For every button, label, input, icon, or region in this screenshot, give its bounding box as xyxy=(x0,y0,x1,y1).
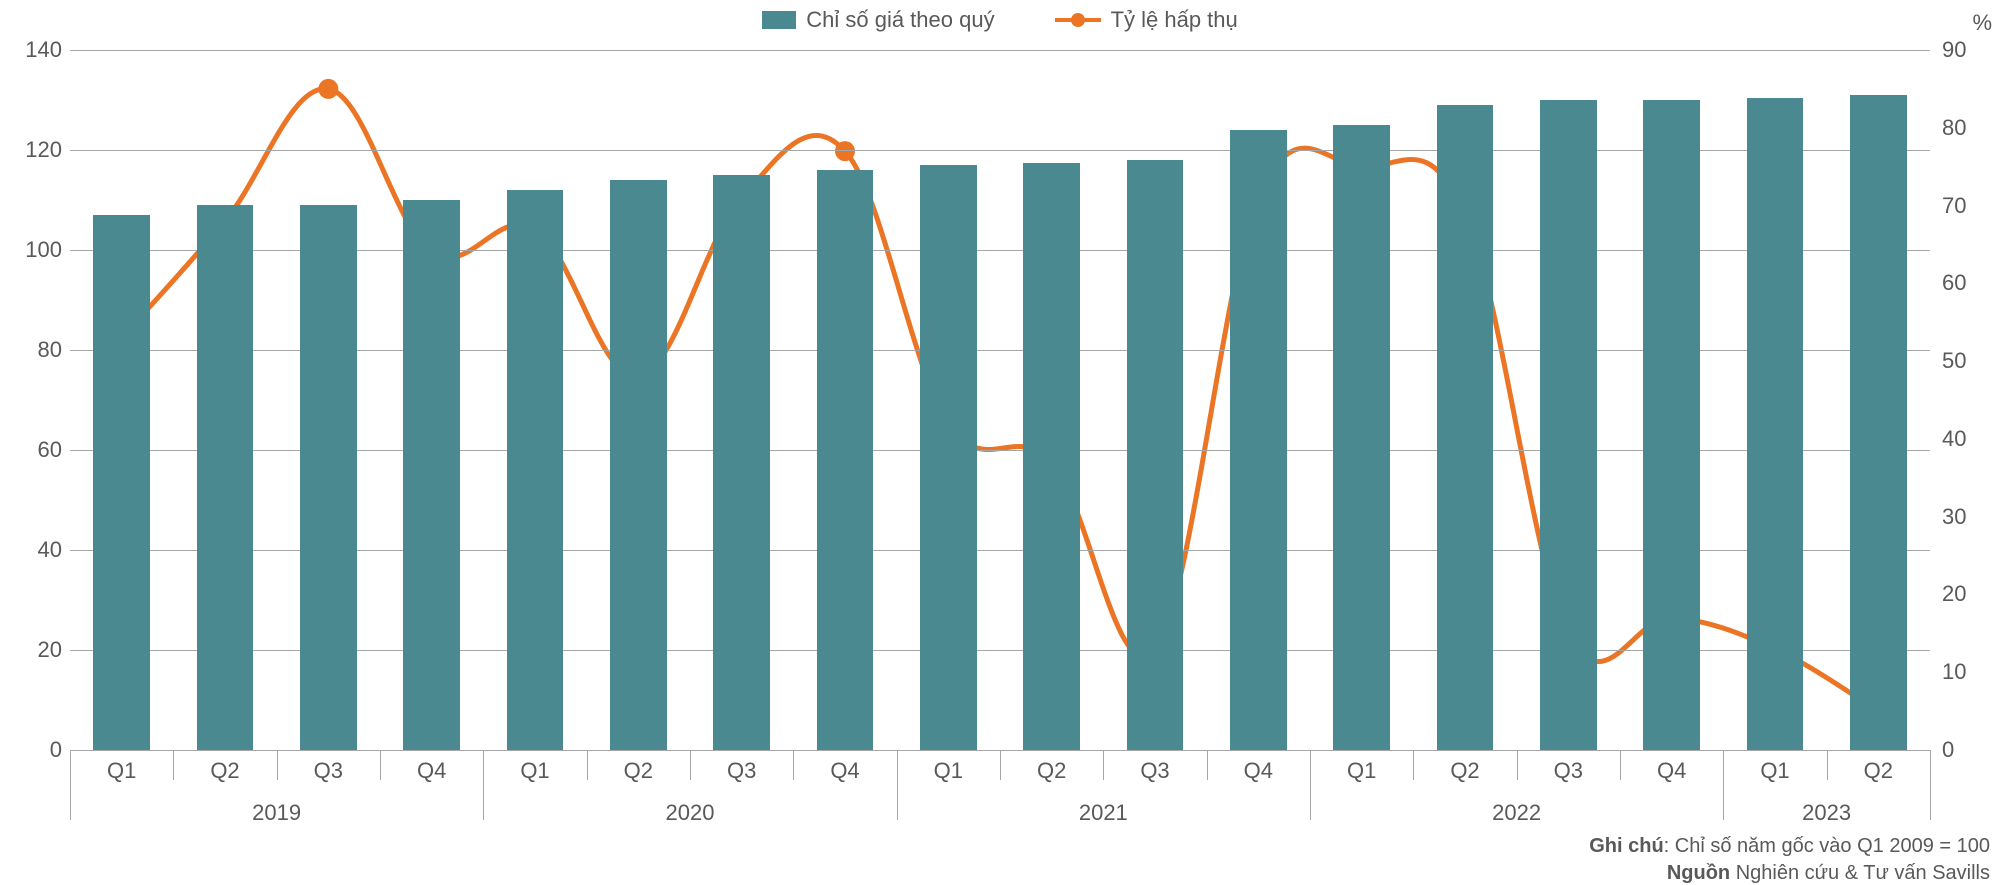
x-tick-mark xyxy=(1000,750,1001,780)
legend-item-line: Tỷ lệ hấp thụ xyxy=(1055,7,1238,33)
footnote-note: Ghi chú: Chỉ số năm gốc vào Q1 2009 = 10… xyxy=(1589,835,1990,858)
x-tick-year-mark xyxy=(1930,750,1931,820)
secondary-axis-label: % xyxy=(1972,10,1992,36)
footnote-note-text: : Chỉ số năm gốc vào Q1 2009 = 100 xyxy=(1664,835,1990,857)
y-right-tick: 50 xyxy=(1942,348,1966,374)
bar xyxy=(1023,163,1080,751)
y-left-tick: 140 xyxy=(22,37,62,63)
x-tick-quarter: Q2 xyxy=(624,758,653,784)
bar xyxy=(1850,95,1907,750)
y-left-tick: 60 xyxy=(22,437,62,463)
x-tick-mark xyxy=(173,750,174,780)
bar xyxy=(507,190,564,750)
x-tick-mark xyxy=(1620,750,1621,780)
x-tick-year: 2023 xyxy=(1802,800,1851,826)
x-tick-quarter: Q1 xyxy=(520,758,549,784)
x-tick-mark xyxy=(1827,750,1828,780)
x-tick-quarter: Q3 xyxy=(314,758,343,784)
legend-line-label: Tỷ lệ hấp thụ xyxy=(1111,7,1238,33)
x-tick-quarter: Q1 xyxy=(107,758,136,784)
x-tick-quarter: Q3 xyxy=(727,758,756,784)
x-tick-quarter: Q4 xyxy=(417,758,446,784)
bar xyxy=(197,205,254,750)
bar xyxy=(713,175,770,750)
plot-area: Q1Q2Q3Q4Q1Q2Q3Q4Q1Q2Q3Q4Q1Q2Q3Q4Q1Q2 xyxy=(70,50,1930,750)
y-right-tick: 40 xyxy=(1942,426,1966,452)
x-tick-mark xyxy=(277,750,278,780)
bar xyxy=(1333,125,1390,750)
y-left-tick: 100 xyxy=(22,237,62,263)
x-tick-quarter: Q2 xyxy=(1864,758,1893,784)
x-tick-mark xyxy=(1207,750,1208,780)
x-tick-mark xyxy=(380,750,381,780)
footnote-source-label: Nguồn xyxy=(1667,862,1730,884)
y-left-tick: 120 xyxy=(22,137,62,163)
bar xyxy=(610,180,667,750)
y-left-tick: 0 xyxy=(22,737,62,763)
bar xyxy=(93,215,150,750)
y-right-tick: 70 xyxy=(1942,193,1966,219)
bar xyxy=(817,170,874,750)
x-tick-year: 2021 xyxy=(1079,800,1128,826)
x-tick-quarter: Q1 xyxy=(1760,758,1789,784)
bar xyxy=(1437,105,1494,750)
y-right-tick: 20 xyxy=(1942,581,1966,607)
footnote-source: Nguồn Nghiên cứu & Tư vấn Savills xyxy=(1667,862,1990,885)
footnote-source-text: Nghiên cứu & Tư vấn Savills xyxy=(1730,862,1990,884)
legend: Chỉ số giá theo quý Tỷ lệ hấp thụ xyxy=(0,0,2000,40)
line-swatch xyxy=(1055,18,1101,22)
y-left-tick: 20 xyxy=(22,637,62,663)
x-tick-year-mark xyxy=(897,750,898,820)
x-tick-quarter: Q2 xyxy=(210,758,239,784)
x-tick-mark xyxy=(1103,750,1104,780)
x-tick-year: 2022 xyxy=(1492,800,1541,826)
legend-item-bar: Chỉ số giá theo quý xyxy=(762,7,994,33)
y-right-tick: 80 xyxy=(1942,115,1966,141)
x-tick-quarter: Q4 xyxy=(1657,758,1686,784)
bar xyxy=(300,205,357,750)
x-tick-quarter: Q4 xyxy=(830,758,859,784)
x-tick-quarter: Q3 xyxy=(1554,758,1583,784)
bar-swatch xyxy=(762,11,796,29)
x-tick-mark xyxy=(587,750,588,780)
y-right-tick: 90 xyxy=(1942,37,1966,63)
y-right-tick: 60 xyxy=(1942,270,1966,296)
bar xyxy=(1643,100,1700,750)
bar xyxy=(403,200,460,750)
x-tick-year-mark xyxy=(1723,750,1724,820)
bar xyxy=(1230,130,1287,750)
x-tick-quarter: Q3 xyxy=(1140,758,1169,784)
x-tick-quarter: Q2 xyxy=(1450,758,1479,784)
line-marker xyxy=(835,141,855,161)
line-series xyxy=(122,89,1879,711)
x-tick-quarter: Q1 xyxy=(934,758,963,784)
x-tick-mark xyxy=(793,750,794,780)
bar xyxy=(1127,160,1184,750)
y-right-tick: 10 xyxy=(1942,659,1966,685)
x-tick-quarter: Q1 xyxy=(1347,758,1376,784)
x-tick-mark xyxy=(1413,750,1414,780)
y-left-tick: 40 xyxy=(22,537,62,563)
x-tick-year: 2019 xyxy=(252,800,301,826)
line-marker xyxy=(318,79,338,99)
x-tick-year-mark xyxy=(1310,750,1311,820)
y-left-tick: 80 xyxy=(22,337,62,363)
x-tick-quarter: Q4 xyxy=(1244,758,1273,784)
bar xyxy=(920,165,977,750)
x-tick-year: 2020 xyxy=(666,800,715,826)
footnote-note-label: Ghi chú xyxy=(1589,835,1663,857)
legend-bar-label: Chỉ số giá theo quý xyxy=(806,7,994,33)
y-right-tick: 30 xyxy=(1942,504,1966,530)
x-tick-year-mark xyxy=(70,750,71,820)
bar xyxy=(1747,98,1804,751)
bar xyxy=(1540,100,1597,750)
x-tick-quarter: Q2 xyxy=(1037,758,1066,784)
x-tick-mark xyxy=(1517,750,1518,780)
gridline xyxy=(70,50,1930,51)
x-tick-mark xyxy=(690,750,691,780)
y-right-tick: 0 xyxy=(1942,737,1954,763)
x-tick-year-mark xyxy=(483,750,484,820)
